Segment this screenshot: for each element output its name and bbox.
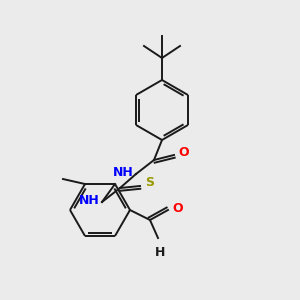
Text: S: S	[145, 176, 154, 190]
Text: H: H	[155, 246, 165, 259]
Text: NH: NH	[113, 166, 134, 178]
Text: NH: NH	[79, 194, 100, 206]
Text: O: O	[178, 146, 189, 160]
Text: O: O	[172, 202, 183, 214]
